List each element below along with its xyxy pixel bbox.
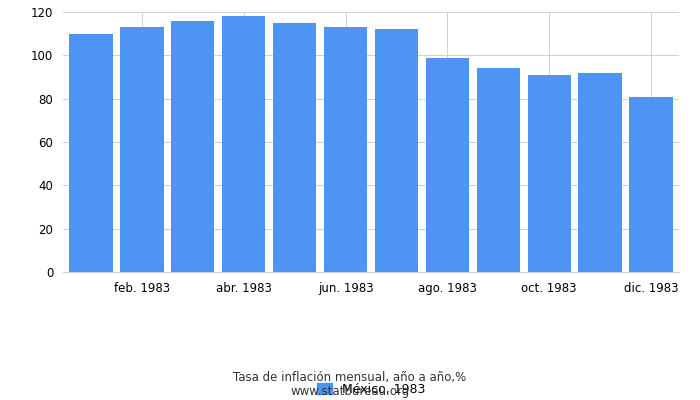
Bar bbox=[477, 68, 520, 272]
Bar bbox=[120, 27, 164, 272]
Bar bbox=[273, 23, 316, 272]
Bar bbox=[222, 16, 265, 272]
Bar bbox=[528, 75, 570, 272]
Text: Tasa de inflación mensual, año a año,%: Tasa de inflación mensual, año a año,% bbox=[233, 372, 467, 384]
Bar bbox=[374, 29, 418, 272]
Bar bbox=[69, 34, 113, 272]
Legend: México, 1983: México, 1983 bbox=[312, 378, 430, 400]
Bar bbox=[324, 27, 368, 272]
Bar bbox=[426, 58, 469, 272]
Bar bbox=[578, 73, 622, 272]
Bar bbox=[172, 21, 214, 272]
Text: www.statbureau.org: www.statbureau.org bbox=[290, 385, 410, 398]
Bar bbox=[629, 96, 673, 272]
